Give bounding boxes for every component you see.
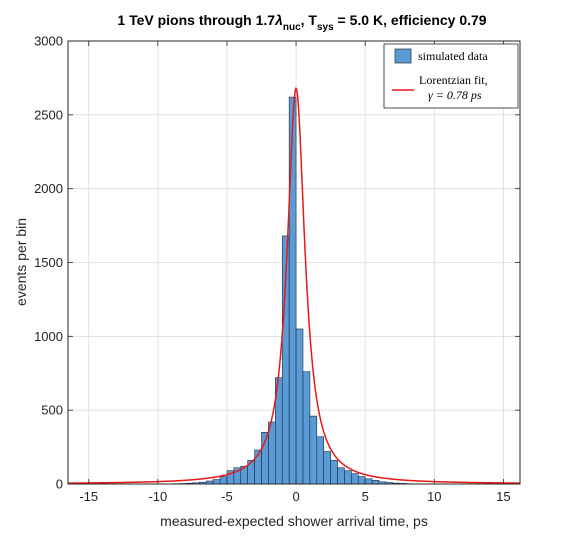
histogram-bar <box>212 479 221 485</box>
y-axis-label: events per bin <box>13 218 29 306</box>
histogram-bar <box>219 476 228 485</box>
histogram-bar <box>351 473 359 485</box>
x-axis-label: measured-expected shower arrival time, p… <box>160 513 428 529</box>
chart-title: 1 TeV pions through 1.7λnuc, Tsys = 5.0 … <box>117 12 486 33</box>
y-tick-label: 1500 <box>34 255 63 270</box>
x-tick-label: 10 <box>427 489 441 504</box>
lorentzian-fit-curve <box>67 86 520 484</box>
legend-label-simulated: simulated data <box>418 49 488 63</box>
axis-ticks: -15 -10 -5 0 5 10 15 0 500 1000 1500 2000 2500 3000 <box>34 34 520 504</box>
y-tick-label: 3000 <box>34 34 63 49</box>
y-tick-label: 500 <box>41 403 63 418</box>
y-tick-label: 2000 <box>34 181 63 196</box>
x-tick-label: 15 <box>496 489 510 504</box>
histogram-bar <box>364 478 373 485</box>
y-tick-label: 2500 <box>34 107 63 122</box>
histogram-bar <box>316 436 325 485</box>
x-tick-label: -5 <box>221 489 233 504</box>
y-tick-label: 1000 <box>34 329 63 344</box>
histogram-bar <box>337 467 345 485</box>
histogram-bar <box>371 480 380 485</box>
histogram-bar <box>288 96 297 485</box>
x-tick-label: -15 <box>79 489 98 504</box>
histogram-bar <box>309 415 318 485</box>
histogram-bar <box>295 328 304 485</box>
histogram-bar <box>302 371 311 485</box>
histogram-bars <box>171 96 414 485</box>
x-tick-label: 0 <box>292 489 299 504</box>
histogram-bar <box>357 476 366 485</box>
histogram-bar <box>268 421 276 485</box>
histogram-bar <box>330 460 338 485</box>
histogram-bar <box>323 451 331 485</box>
x-tick-label: -10 <box>148 489 167 504</box>
histogram-bar <box>344 470 352 485</box>
y-tick-label: 0 <box>56 477 63 492</box>
legend: simulated data Lorentzian fit, γ = 0.78 … <box>383 43 519 109</box>
legend-swatch-simulated <box>394 48 412 64</box>
x-tick-label: 5 <box>362 489 369 504</box>
legend-label-fit: Lorentzian fit, <box>419 73 488 87</box>
legend-label-fit-gamma: γ = 0.78 ps <box>428 88 482 102</box>
fit-curve-group <box>67 86 520 484</box>
